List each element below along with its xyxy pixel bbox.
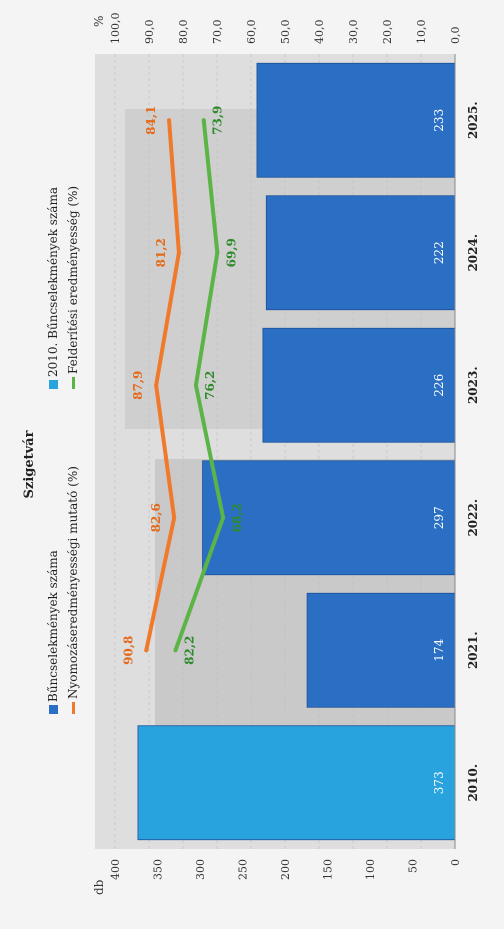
series-point xyxy=(221,515,226,520)
left-tick-label: 300 xyxy=(194,859,207,880)
series-point xyxy=(167,118,172,123)
series-point xyxy=(215,250,220,255)
bar xyxy=(262,327,456,443)
bar-value-label: 373 xyxy=(432,771,446,794)
category-label: 2025. xyxy=(466,101,480,139)
left-tick-label: 50 xyxy=(407,859,420,873)
right-tick-label: 40,0 xyxy=(313,20,326,45)
left-tick-label: 0 xyxy=(449,859,462,866)
bar xyxy=(256,62,456,178)
left-tick-label: 100 xyxy=(364,859,377,880)
right-tick-label: 30,0 xyxy=(347,20,360,45)
category-label: 2021. xyxy=(466,631,480,669)
right-tick-label: 90,0 xyxy=(143,20,156,45)
left-tick-label: 400 xyxy=(109,859,122,880)
category-label: 2010. xyxy=(466,764,480,802)
left-tick-label: 150 xyxy=(322,859,335,880)
series-data-label: 84,1 xyxy=(144,106,158,135)
bar-value-label: 233 xyxy=(432,109,446,132)
series-data-label: 87,9 xyxy=(131,371,145,400)
bar-value-label: 174 xyxy=(432,638,446,661)
right-tick-label: 20,0 xyxy=(381,20,394,45)
series-point xyxy=(144,648,149,653)
left-tick-label: 200 xyxy=(279,859,292,880)
right-tick-label: 100,0 xyxy=(109,13,122,45)
right-tick-label: 50,0 xyxy=(279,20,292,45)
right-tick-label: 70,0 xyxy=(211,20,224,45)
bar-value-label: 226 xyxy=(432,374,446,397)
series-point xyxy=(172,515,177,520)
series-point xyxy=(154,383,159,388)
bar-value-label: 222 xyxy=(432,241,446,264)
series-point xyxy=(193,383,198,388)
series-data-label: 81,2 xyxy=(154,238,168,267)
right-tick-label: 60,0 xyxy=(245,20,258,45)
series-data-label: 73,9 xyxy=(211,106,225,135)
series-data-label: 82,2 xyxy=(183,636,197,665)
series-data-label: 82,6 xyxy=(149,503,163,532)
right-tick-label: 0,0 xyxy=(449,27,462,45)
left-tick-label: 350 xyxy=(152,859,165,880)
series-data-label: 68,2 xyxy=(230,503,244,532)
series-point xyxy=(176,250,181,255)
bar-value-label: 297 xyxy=(432,506,446,529)
right-tick-label: 10,0 xyxy=(415,20,428,45)
category-label: 2024. xyxy=(466,234,480,272)
category-label: 2023. xyxy=(466,366,480,404)
left-tick-label: 250 xyxy=(237,859,250,880)
category-label: 2022. xyxy=(466,499,480,537)
bar xyxy=(137,725,456,841)
right-tick-label: 80,0 xyxy=(177,20,190,45)
series-data-label: 76,2 xyxy=(203,371,217,400)
series-point xyxy=(173,648,178,653)
series-point xyxy=(201,118,206,123)
series-data-label: 69,9 xyxy=(224,238,238,267)
bar xyxy=(265,195,456,311)
series-data-label: 90,8 xyxy=(121,636,135,665)
